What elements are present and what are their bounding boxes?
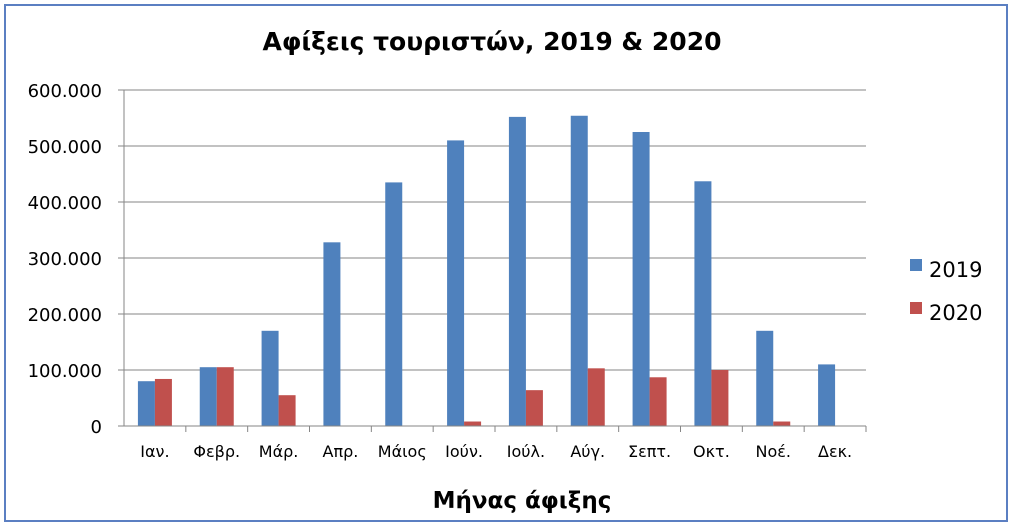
bar-2019-7 [508, 116, 526, 426]
bar-2019-8 [570, 115, 588, 426]
bar-2020-3 [278, 395, 296, 426]
x-tick-label: Φεβρ. [193, 442, 240, 461]
bar-2020-11 [773, 421, 791, 426]
y-tick-label: 300.000 [28, 249, 102, 270]
bar-2019-2 [199, 367, 217, 426]
bar-2019-4 [323, 242, 341, 426]
x-tick-label: Απρ. [323, 442, 359, 461]
x-tick-label: Αύγ. [570, 442, 605, 461]
bar-2020-6 [464, 421, 482, 426]
x-axis-title: Μήνας άφιξης [433, 488, 612, 514]
bar-2019-10 [694, 181, 712, 426]
y-tick-label: 0 [91, 417, 102, 438]
y-tick-label: 400.000 [28, 193, 102, 214]
y-tick-label: 200.000 [28, 305, 102, 326]
bar-2020-2 [216, 367, 234, 426]
legend: 2019 2020 [910, 258, 982, 325]
bar-2020-1 [154, 378, 172, 426]
gridlines [124, 89, 866, 371]
bar-2020-8 [587, 368, 605, 426]
bar-2019-1 [137, 381, 155, 426]
legend-label-2019: 2019 [929, 258, 982, 282]
bar-2019-3 [261, 330, 279, 426]
legend-swatch-2019 [910, 259, 922, 271]
x-tick-label: Σεπτ. [628, 442, 671, 461]
bar-2019-11 [756, 330, 774, 426]
bar-2019-12 [818, 364, 836, 426]
x-tick-label: Νοέ. [756, 442, 792, 461]
bar-2019-6 [447, 140, 465, 426]
bar-2019-5 [385, 182, 403, 426]
bar-2019-9 [632, 132, 650, 426]
bar-2020-7 [525, 390, 543, 426]
x-tick-label: Μάιος [378, 442, 427, 461]
x-axis-ticks: Ιαν. Φεβρ. Μάρ. Απρ. Μάιος Ιούν. Ιούλ. Αύγ. Σεπτ… [140, 426, 867, 461]
bar-2020-10 [711, 370, 729, 426]
y-tick-label: 500.000 [28, 137, 102, 158]
x-tick-label: Ιούλ. [507, 442, 545, 461]
chart-title: Αφίξεις τουριστών, 2019 & 2020 [263, 27, 722, 56]
y-tick-label: 600.000 [28, 81, 102, 102]
bars [137, 115, 836, 426]
legend-label-2020: 2020 [929, 301, 982, 325]
y-tick-label: 100.000 [28, 361, 102, 382]
x-tick-label: Ιούν. [445, 442, 483, 461]
x-tick-label: Οκτ. [693, 442, 730, 461]
x-tick-label: Ιαν. [140, 442, 169, 461]
legend-swatch-2020 [910, 302, 922, 314]
x-tick-label: Μάρ. [259, 442, 299, 461]
x-tick-label: Δεκ. [818, 442, 852, 461]
bar-2020-9 [649, 377, 667, 426]
y-axis-ticks: 0 100.000 200.000 300.000 400.000 500.000 600.… [28, 81, 124, 438]
